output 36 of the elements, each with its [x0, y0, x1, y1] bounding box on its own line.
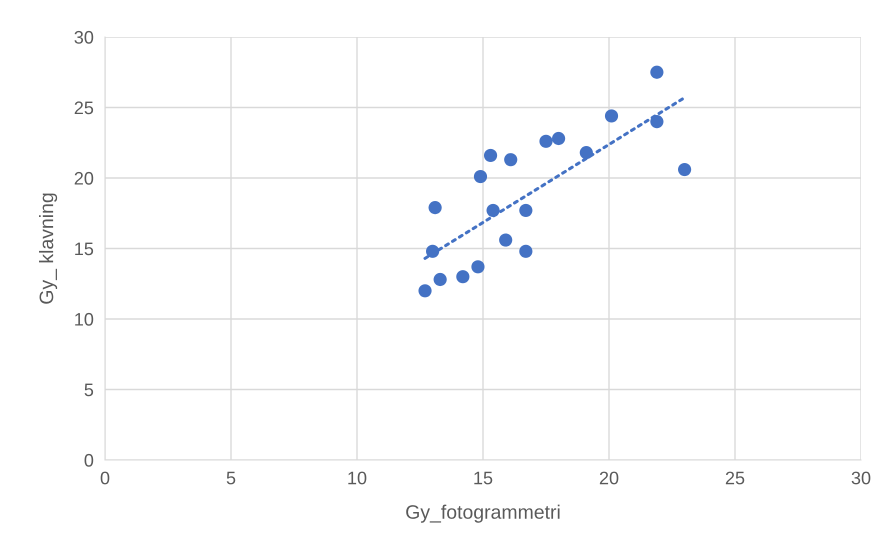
y-tick-label: 25 [74, 101, 94, 114]
point [580, 146, 593, 160]
x-tick-label: 30 [852, 472, 870, 484]
point [484, 148, 498, 162]
y-tick-label: 20 [74, 172, 94, 185]
x-tick-label: 10 [348, 472, 366, 484]
point [519, 204, 532, 218]
x-tick-label: 20 [600, 472, 618, 484]
x-tick-label: 25 [726, 472, 744, 484]
point [418, 284, 432, 298]
point [650, 66, 664, 79]
point [456, 270, 470, 284]
point [504, 153, 518, 166]
y-tick-label: 10 [75, 312, 94, 326]
point [428, 201, 442, 214]
point [650, 115, 664, 128]
point [486, 204, 500, 218]
point [552, 132, 566, 146]
y-tick-label: 30 [74, 30, 94, 44]
point [434, 272, 447, 286]
y-tick-label: 0 [84, 454, 94, 467]
point [604, 109, 618, 123]
y-tick-label: 15 [75, 242, 94, 256]
point [519, 244, 532, 258]
point [499, 233, 512, 247]
point [678, 162, 692, 176]
x-tick-label: 5 [226, 472, 236, 484]
point [426, 244, 440, 258]
point [474, 170, 488, 184]
y-axis-title: Gy_ klavning [39, 194, 58, 304]
point [539, 134, 553, 148]
x-tick-label: 0 [100, 472, 110, 484]
x-tick-label: 15 [474, 472, 492, 484]
point [471, 260, 485, 274]
x-axis-title: Gy_fotogrammetri [406, 504, 560, 523]
y-tick-label: 5 [84, 384, 94, 396]
